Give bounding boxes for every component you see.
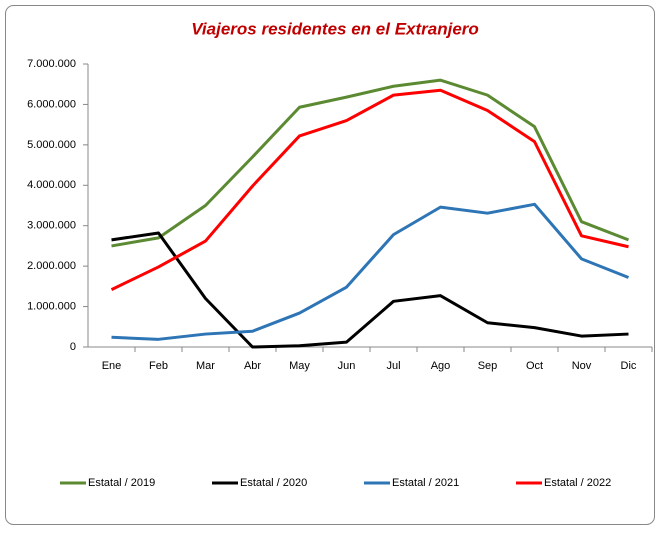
x-tick-label: Jun [338,360,356,372]
y-tick-label: 5.000.000 [27,139,76,151]
y-tick-label: 3.000.000 [27,220,76,232]
y-tick-label: 4.000.000 [27,179,76,191]
x-tick-label: Jul [386,360,400,372]
x-tick-label: May [289,360,310,372]
x-tick-label: Feb [149,360,168,372]
y-tick-label: 2.000.000 [27,260,76,272]
x-tick-label: Ene [102,360,122,372]
series-line [111,202,630,341]
legend-label: Estatal / 2020 [240,477,307,489]
chart-title: Viajeros residentes en el Extranjero [191,19,479,38]
x-tick-label: Oct [526,360,543,372]
series-line [110,88,629,291]
chart-frame [5,5,655,525]
x-tick-label: Mar [196,360,215,372]
y-tick-label: 6.000.000 [27,98,76,110]
series-line [111,231,629,349]
x-tick-label: Ago [431,360,451,372]
y-tick-label: 1.000.000 [27,300,76,312]
y-tick-label: 7.000.000 [27,58,76,70]
y-tick-label: 0 [70,341,76,353]
legend-label: Estatal / 2021 [392,477,459,489]
x-tick-label: Abr [244,360,261,372]
series-line [111,78,630,248]
legend-label: Estatal / 2022 [544,477,611,489]
x-tick-label: Nov [572,360,592,372]
legend-label: Estatal / 2019 [88,477,155,489]
x-tick-label: Sep [478,360,498,372]
x-tick-label: Dic [621,360,637,372]
